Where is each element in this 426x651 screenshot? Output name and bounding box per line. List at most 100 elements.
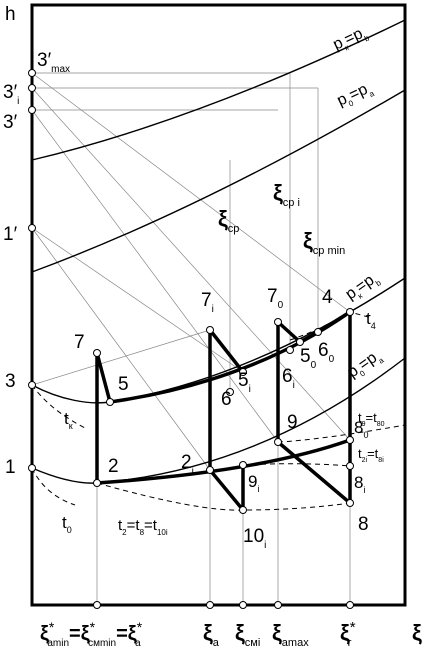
label: t4 bbox=[366, 309, 376, 331]
label: 8i bbox=[354, 473, 365, 495]
label: h bbox=[5, 4, 16, 25]
label-text: ξ bbox=[412, 620, 422, 645]
label-sub: a bbox=[368, 88, 376, 98]
label-text: =t bbox=[367, 446, 379, 461]
label: 5i bbox=[238, 370, 251, 395]
label: ξa bbox=[203, 620, 220, 649]
label-sub: b bbox=[374, 278, 383, 288]
label-sub: i bbox=[17, 96, 19, 107]
label-text: 3′ bbox=[3, 82, 18, 103]
label-sub: a bbox=[376, 355, 385, 365]
label-text: ξ bbox=[203, 620, 213, 645]
label-sub: amin bbox=[47, 638, 69, 649]
label: t2i=t8i bbox=[358, 446, 384, 464]
label-text: 5 bbox=[118, 374, 129, 395]
label: pк=pb bbox=[343, 269, 383, 305]
label-text: 6 bbox=[221, 389, 232, 410]
label-text: 7 bbox=[267, 286, 278, 307]
label-text: 3′ bbox=[37, 50, 52, 71]
label: 5 bbox=[118, 374, 129, 395]
label-text: ξ bbox=[272, 620, 282, 645]
label: tк bbox=[64, 409, 73, 431]
frame bbox=[30, 3, 407, 607]
label-text: =t bbox=[127, 517, 141, 534]
label: 80 bbox=[354, 418, 368, 440]
label: t9=t80 bbox=[358, 410, 385, 428]
label: ξср min bbox=[303, 228, 345, 257]
label: 7i bbox=[201, 290, 214, 315]
label-sub: 2i bbox=[362, 457, 368, 464]
label: 2i bbox=[181, 452, 194, 477]
label-text: 8 bbox=[354, 473, 363, 492]
label: t0 bbox=[62, 513, 72, 535]
label-sub: 0 bbox=[67, 525, 72, 535]
label: 3′ bbox=[3, 112, 18, 133]
points bbox=[28, 69, 354, 609]
label-sub: 2 bbox=[122, 528, 127, 537]
label-text: ξ bbox=[303, 228, 313, 253]
label: 9 bbox=[287, 412, 298, 433]
label-sub: 0 bbox=[363, 430, 368, 440]
label-text: 2 bbox=[108, 456, 119, 477]
label: ξср bbox=[218, 206, 239, 235]
label-text: 4 bbox=[322, 287, 333, 308]
label-sub: i bbox=[293, 380, 295, 391]
label-text: t bbox=[358, 446, 362, 461]
label-sub: i bbox=[212, 304, 214, 315]
guide-lines bbox=[31, 72, 351, 605]
label-text: t bbox=[358, 410, 362, 425]
label: 6 bbox=[221, 389, 232, 410]
label-sub: i bbox=[249, 384, 251, 395]
label-sub: 8i bbox=[378, 457, 384, 464]
label-sub: i bbox=[264, 540, 266, 551]
label-text: 2 bbox=[181, 452, 192, 473]
label: ξ* amin=ξ* смmin=ξ* a bbox=[40, 619, 143, 649]
label: 2 bbox=[108, 456, 119, 477]
label-sub: 10i bbox=[157, 528, 168, 537]
label-text: =p bbox=[342, 25, 366, 48]
label-text: 9 bbox=[287, 412, 298, 433]
label-text: 1 bbox=[5, 457, 16, 478]
label-text: 8 bbox=[354, 418, 363, 437]
label-sub: 8 bbox=[140, 528, 145, 537]
label: 70 bbox=[267, 286, 284, 311]
process-lines bbox=[95, 310, 352, 512]
label: pк=pb bbox=[331, 23, 372, 56]
label-text: =t bbox=[144, 517, 158, 534]
label-sub: к bbox=[343, 42, 350, 52]
label: 1′ bbox=[3, 224, 18, 245]
label-text: ξ bbox=[340, 620, 350, 645]
label-sub: b bbox=[363, 33, 371, 43]
label-sub: a bbox=[213, 637, 220, 649]
label: 4 bbox=[322, 287, 333, 308]
label: ξamax bbox=[272, 620, 309, 649]
label-sup: * bbox=[350, 619, 356, 636]
label-text: ξ bbox=[218, 206, 228, 231]
label-sub: i bbox=[363, 485, 365, 495]
label-sub: 0 bbox=[347, 98, 355, 108]
label-text: t bbox=[366, 309, 371, 328]
label-sub: смi bbox=[245, 637, 261, 649]
label-sub: a bbox=[135, 638, 141, 649]
label: 6i bbox=[282, 366, 295, 391]
label: p0=pa bbox=[335, 79, 376, 112]
label-text: ξ bbox=[40, 623, 49, 645]
label-sub: ср i bbox=[283, 197, 300, 209]
label-text: =p bbox=[347, 81, 371, 104]
label-sub: i bbox=[257, 484, 259, 494]
label-sub: ср min bbox=[313, 245, 345, 257]
label-sub: 0 bbox=[278, 300, 284, 311]
label-sub: 80 bbox=[377, 421, 385, 428]
label: 3′i bbox=[3, 82, 19, 107]
label-text: 9 bbox=[248, 472, 257, 491]
label-sup: * bbox=[90, 619, 96, 635]
label-sub: amax bbox=[282, 637, 309, 649]
label: 9i bbox=[248, 472, 259, 494]
label: t2=t8=t10i bbox=[118, 517, 168, 537]
label-text: 6 bbox=[318, 340, 329, 361]
label-text: ξ bbox=[273, 180, 283, 205]
label-text: t bbox=[62, 513, 67, 532]
label: ξ bbox=[412, 620, 422, 645]
